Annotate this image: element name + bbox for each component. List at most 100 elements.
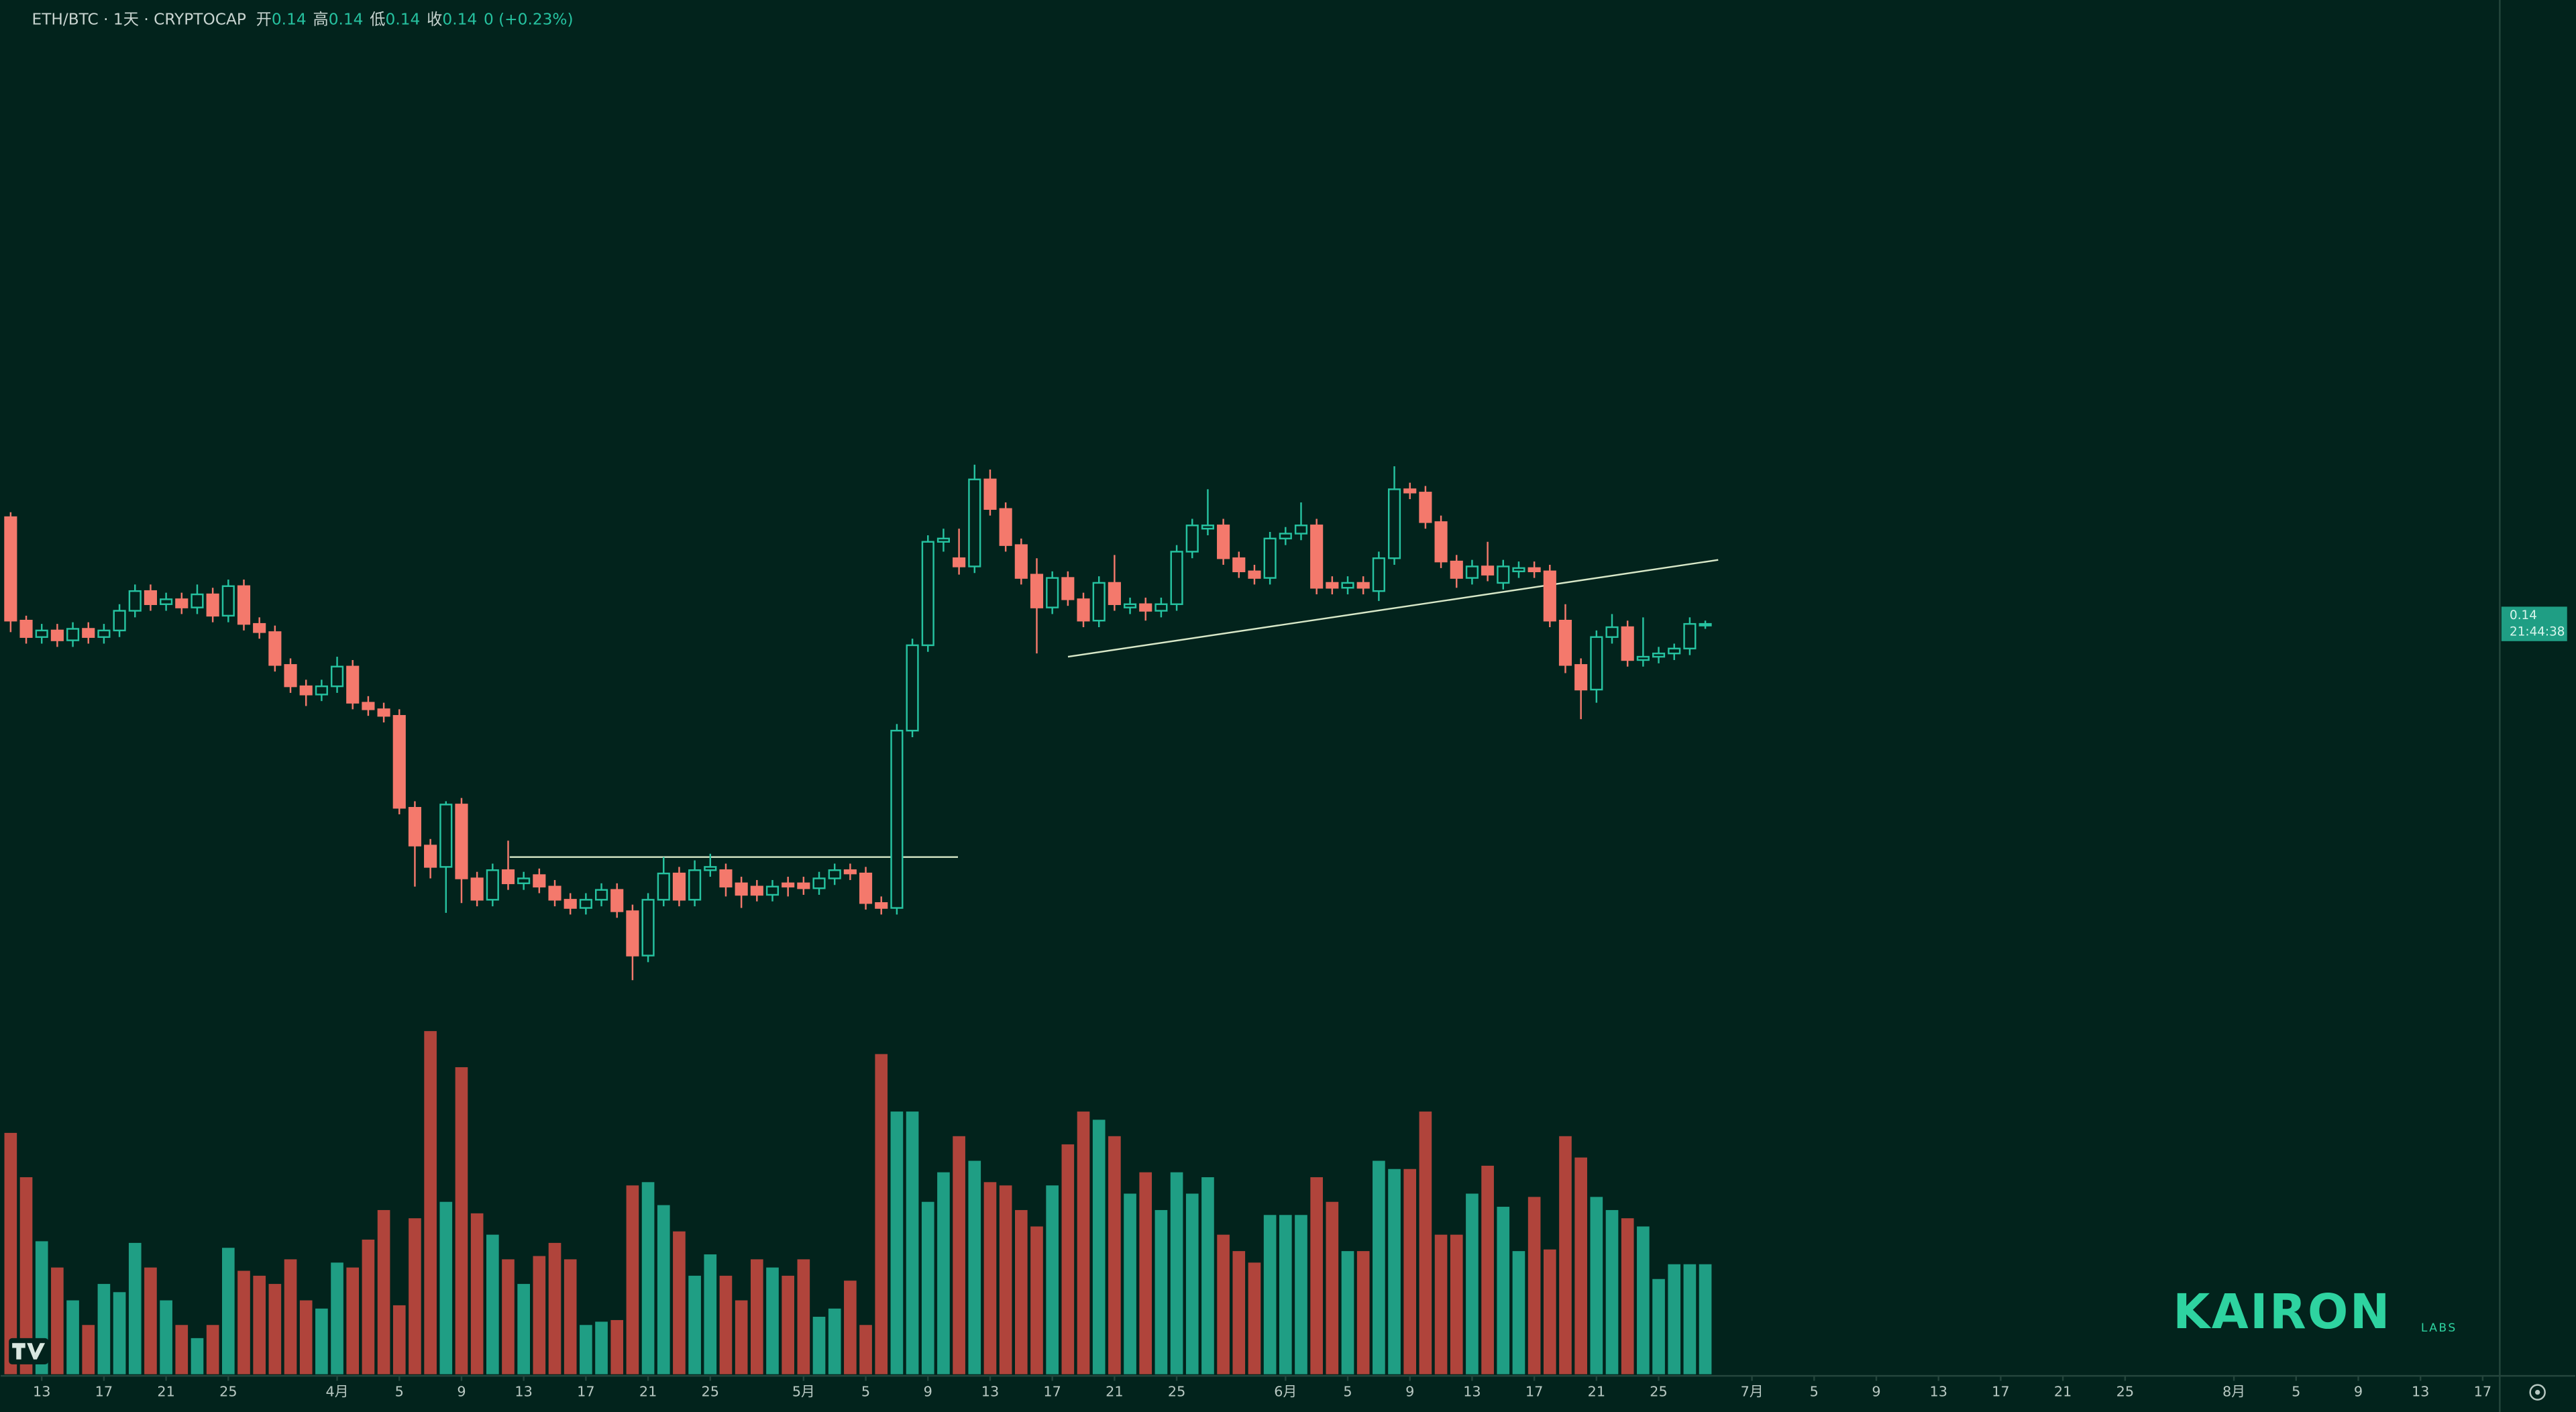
change: 0 [484,10,494,28]
x-tick-label: 6月 [1274,1384,1297,1400]
volume-bar [1590,1197,1603,1374]
candle-body [688,869,702,901]
candle-body [1699,622,1712,627]
candle-body [66,628,80,641]
volume-bar [1170,1172,1183,1374]
candle-body [782,882,795,887]
candle-body [1590,636,1603,691]
volume-bar [766,1267,779,1374]
volume-bar [284,1259,297,1374]
volume-bar [906,1111,919,1374]
candle-body [1155,603,1168,612]
volume-bar [253,1275,266,1374]
candle-body [1434,521,1448,563]
volume-bar [1450,1234,1463,1374]
volume-bar [315,1308,328,1374]
volume-bar [812,1317,826,1374]
volume-bar [1295,1215,1307,1374]
x-tick-label: 4月 [326,1384,349,1400]
x-tick-label: 13 [33,1384,50,1400]
stat-label: 低 [370,10,385,28]
candle-body [1310,525,1324,589]
volume-bar [580,1325,592,1374]
volume-bar [19,1177,33,1374]
volume-bar [1217,1234,1230,1374]
volume-bar [470,1213,484,1374]
settings-icon[interactable] [2529,1384,2546,1401]
candle-body [719,869,733,887]
candle-body [1263,537,1277,579]
stat-value: 0.14 [442,10,477,28]
candle-body [1636,655,1650,661]
volume-bar [377,1209,390,1374]
candle-body [594,889,608,901]
x-tick-label: 9 [924,1384,932,1400]
volume-bar [424,1031,437,1374]
x-tick-label: 13 [1463,1384,1481,1400]
candle-body [221,585,235,617]
volume-bar [688,1275,701,1374]
candle-body [1387,488,1401,559]
candle-body [253,622,266,633]
candle-body [626,910,639,957]
candle-body [1341,582,1354,589]
volume-bar [237,1270,250,1374]
stat-label: 高 [313,10,328,28]
volume-bar [1092,1120,1106,1374]
candle-body [1372,557,1385,592]
volume-bar [626,1185,639,1374]
volume-bar [409,1218,421,1374]
volume-bar [222,1248,235,1374]
candle-body [1139,603,1152,612]
volume-bar [1388,1169,1401,1374]
volume-bar [673,1231,686,1374]
candle-body [1605,626,1619,638]
volume-bar [175,1325,189,1374]
volume-bar [937,1172,950,1374]
volume-bar [1605,1209,1619,1374]
candle-body [1668,647,1681,655]
volume-bar [1356,1251,1370,1374]
volume-bar [999,1185,1012,1374]
volume-bar [953,1136,965,1374]
volume-bar [1699,1264,1712,1374]
x-tick-label: 17 [1525,1384,1543,1400]
volume-bar [548,1242,561,1374]
volume-bar [844,1281,857,1374]
x-tick-label: 5 [395,1384,404,1400]
candle-body [533,874,546,887]
volume-bar [921,1201,934,1374]
x-tick-label: 17 [577,1384,594,1400]
countdown: 21:44:38 [2510,624,2565,639]
candle-body [50,629,64,641]
volume-bar [1466,1193,1479,1374]
candle-body [299,685,313,696]
candle-body [890,729,904,909]
candle-body [750,885,763,896]
volume-bar [1419,1111,1432,1374]
candle-body [1108,582,1121,605]
candle-body [35,629,48,638]
volume-bar [1310,1177,1323,1374]
volume-bar [362,1239,375,1374]
x-tick-label: 17 [1992,1384,2009,1400]
volume-bar [4,1132,17,1374]
candle-body [424,845,437,868]
candle-body [672,872,686,901]
candle-body [1123,603,1137,608]
x-tick-label: 9 [2354,1384,2363,1400]
x-tick-label: 13 [515,1384,532,1400]
candle-body [362,702,375,710]
stat-label: 开 [256,10,272,28]
candle-body [1046,577,1059,608]
volume-bar [890,1111,904,1374]
candle-body [657,872,670,901]
candle-body [1326,582,1339,589]
candle-body [470,877,484,901]
tv-logo [9,1338,49,1365]
volume-bar [1637,1226,1650,1374]
x-tick-label: 9 [1405,1384,1414,1400]
candle-body [843,869,857,875]
